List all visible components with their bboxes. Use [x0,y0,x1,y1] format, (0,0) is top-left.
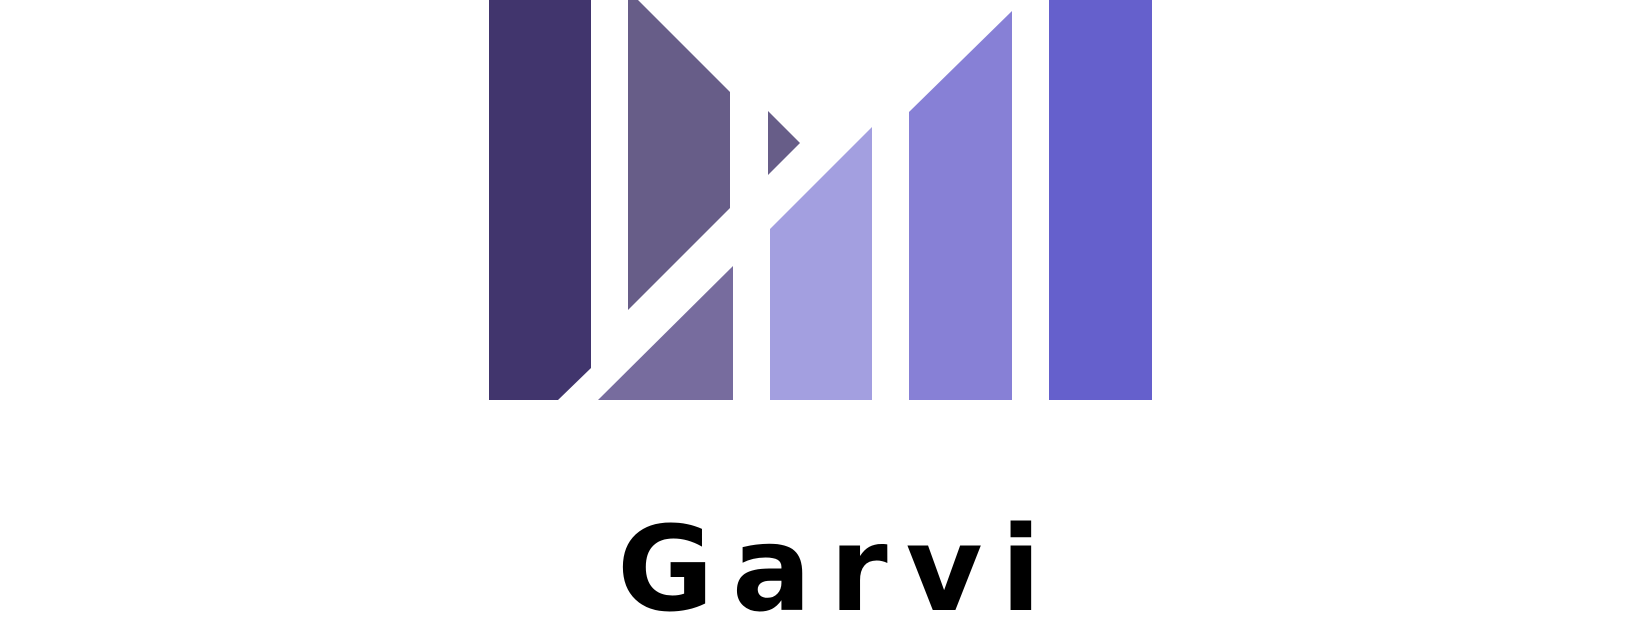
logo-notch-triangle [768,111,800,175]
logo-bar-4 [770,127,872,400]
brand-name: Garvi [616,500,1060,624]
logo-bar-5 [909,11,1012,400]
logo-bar-3 [598,266,733,400]
logo-bar-1 [489,0,591,400]
logo-bar-6 [1049,0,1152,400]
logo-bar-2 [628,0,730,310]
